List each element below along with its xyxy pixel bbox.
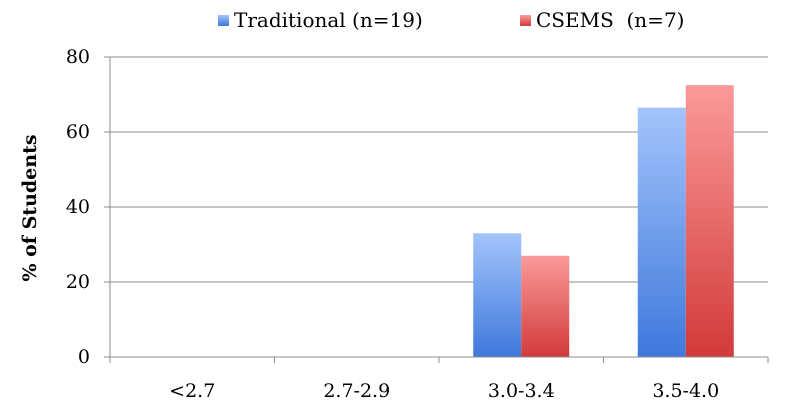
y-axis-label: % of Students (19, 134, 41, 281)
y-tick-label: 80 (66, 46, 90, 68)
legend-label: CSEMS (n=7) (536, 8, 684, 32)
bar (637, 107, 686, 357)
bars (473, 85, 734, 357)
y-tick-label: 60 (66, 121, 90, 143)
y-tick-label: 20 (66, 271, 90, 293)
legend-label: Traditional (n=19) (234, 8, 423, 32)
x-tick-label: 2.7-2.9 (323, 380, 390, 402)
x-tick-label: 3.0-3.4 (488, 380, 555, 402)
x-tick-label: 3.5-4.0 (652, 380, 719, 402)
legend-swatch (520, 15, 531, 26)
legend: Traditional (n=19) CSEMS (n=7) (218, 8, 684, 32)
legend-swatch (218, 15, 229, 26)
axes: 0 20 40 60 80 <2.7 2.7-2.9 3.0-3.4 3.5-4.0 (66, 46, 769, 402)
y-tick-label: 0 (78, 346, 90, 368)
bar (473, 233, 522, 357)
y-tick-label: 40 (66, 196, 90, 218)
x-tick-label: <2.7 (169, 380, 215, 402)
bar (685, 85, 734, 357)
bar (521, 255, 570, 357)
